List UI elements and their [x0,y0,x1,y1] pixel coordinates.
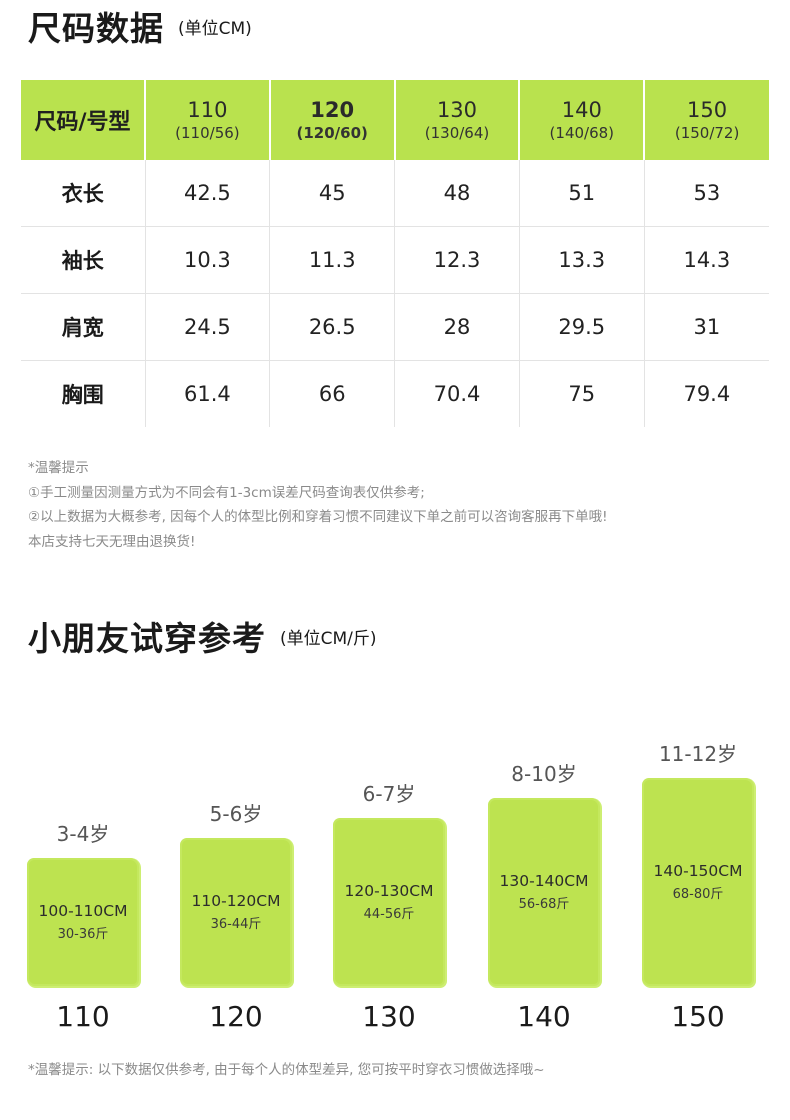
age-label: 8-10岁 [511,762,577,786]
section-unit: (单位CM) [178,19,252,39]
section-unit: (单位CM/斤) [280,629,377,649]
table-cell: 29.5 [519,293,645,361]
size-axis-label: 140 [517,1000,571,1033]
row-label: 肩宽 [21,293,146,361]
size-label: 140 [561,98,602,122]
note-line: 本店支持七天无理由退换货! [28,533,196,550]
row-label: 衣长 [21,160,146,227]
chart-column: 6-7岁 120-130CM 44-56斤 130 [335,690,443,1050]
height-range-label: 130-140CM [499,872,589,890]
size-label: 150 [687,98,728,122]
table-row: 袖长 10.3 11.3 12.3 13.3 14.3 [21,226,769,294]
table-row: 肩宽 24.5 26.5 28 29.5 31 [21,293,769,361]
size-data-title: 尺码数据 (单位CM) [28,2,252,50]
section-title-text: 尺码数据 [28,9,164,48]
size-label: 120 [310,98,355,122]
height-range-label: 100-110CM [38,902,128,920]
height-range-label: 140-150CM [653,862,743,880]
section-title-text: 小朋友试穿参考 [28,619,266,658]
table-cell: 61.4 [145,360,271,427]
bottom-note: *温馨提示: 以下数据仅供参考, 由于每个人的体型差异, 您可按平时穿衣习惯做选… [28,1062,545,1078]
fitting-reference-title: 小朋友试穿参考 (单位CM/斤) [28,612,377,660]
table-cell: 45 [269,160,396,227]
table-cell: 14.3 [644,226,769,294]
table-corner-label: 尺码/号型 [21,80,146,160]
size-table: 尺码/号型 110 (110/56) 120 (120/60) 130 (130/64… [21,80,769,427]
table-row: 胸围 61.4 66 70.4 75 79.4 [21,360,769,427]
size-label: 110 [187,98,228,122]
size-sub-label: (110/56) [175,124,240,142]
size-axis-label: 130 [362,1000,416,1033]
size-axis-label: 110 [56,1000,110,1033]
table-cell: 70.4 [394,360,520,427]
chart-column: 11-12岁 140-150CM 68-80斤 150 [644,690,752,1050]
table-cell: 48 [394,160,520,227]
size-label: 130 [436,98,478,122]
size-sub-label: (130/64) [424,124,490,142]
size-column-header: 140 (140/68) [519,80,646,160]
weight-range-label: 44-56斤 [363,907,415,922]
weight-range-label: 36-44斤 [210,917,262,932]
weight-range-label: 68-80斤 [672,887,724,902]
table-cell: 51 [519,160,645,227]
note-heading: *温馨提示 [28,460,89,476]
size-axis-label: 150 [671,1000,725,1033]
table-header-row: 尺码/号型 110 (110/56) 120 (120/60) 130 (130/64… [21,80,769,160]
size-column-header: 130 (130/64) [394,80,521,160]
chart-bar: 130-140CM 56-68斤 [490,800,598,984]
age-label: 6-7岁 [362,782,416,806]
chart-column: 5-6岁 110-120CM 36-44斤 120 [182,690,290,1050]
row-label: 袖长 [21,226,146,294]
note-line: ②以上数据为大概参考, 因每个人的体型比例和穿着习惯不同建议下单之前可以咨询客服… [28,509,608,525]
chart-column: 3-4岁 100-110CM 30-36斤 110 [29,690,137,1050]
table-row: 衣长 42.5 45 48 51 53 [21,160,769,227]
table-cell: 10.3 [145,226,271,294]
chart-bar: 110-120CM 36-44斤 [182,840,290,984]
height-range-label: 110-120CM [191,892,281,910]
table-cell: 42.5 [145,160,271,227]
chart-bar: 140-150CM 68-80斤 [644,780,752,984]
table-cell: 28 [394,293,520,361]
table-cell: 26.5 [269,293,396,361]
chart-bar: 100-110CM 30-36斤 [29,860,137,984]
table-cell: 11.3 [269,226,396,294]
age-label: 11-12岁 [658,742,738,766]
size-axis-label: 120 [209,1000,263,1033]
size-sub-label: (140/68) [549,124,615,142]
table-cell: 24.5 [145,293,271,361]
size-notes: *温馨提示 ①手工测量因测量方式为不同会有1-3cm误差尺码查询表仅供参考; ②… [28,456,608,554]
chart-column: 8-10岁 130-140CM 56-68斤 140 [490,690,598,1050]
size-column-header: 110 (110/56) [145,80,271,160]
size-sub-label: (120/60) [296,124,368,142]
age-label: 3-4岁 [56,822,110,846]
weight-range-label: 56-68斤 [518,897,570,912]
table-cell: 31 [644,293,769,361]
size-sub-label: (150/72) [674,124,740,142]
row-label: 胸围 [21,360,146,427]
table-cell: 12.3 [394,226,520,294]
table-cell: 79.4 [683,382,731,406]
note-line: ①手工测量因测量方式为不同会有1-3cm误差尺码查询表仅供参考; [28,484,425,501]
table-cell: 13.3 [519,226,645,294]
height-range-label: 120-130CM [344,882,434,900]
table-cell: 75 [519,360,645,427]
fitting-chart: 3-4岁 100-110CM 30-36斤 110 5-6岁 110-120CM 36-44… [0,690,790,1050]
age-label: 5-6岁 [209,802,263,826]
table-cell: 53 [644,160,769,227]
size-column-header: 150 (150/72) [644,80,769,160]
size-column-header: 120 (120/60) [269,80,396,160]
weight-range-label: 30-36斤 [57,927,109,942]
table-cell: 66 [269,360,396,427]
chart-bar: 120-130CM 44-56斤 [335,820,443,984]
